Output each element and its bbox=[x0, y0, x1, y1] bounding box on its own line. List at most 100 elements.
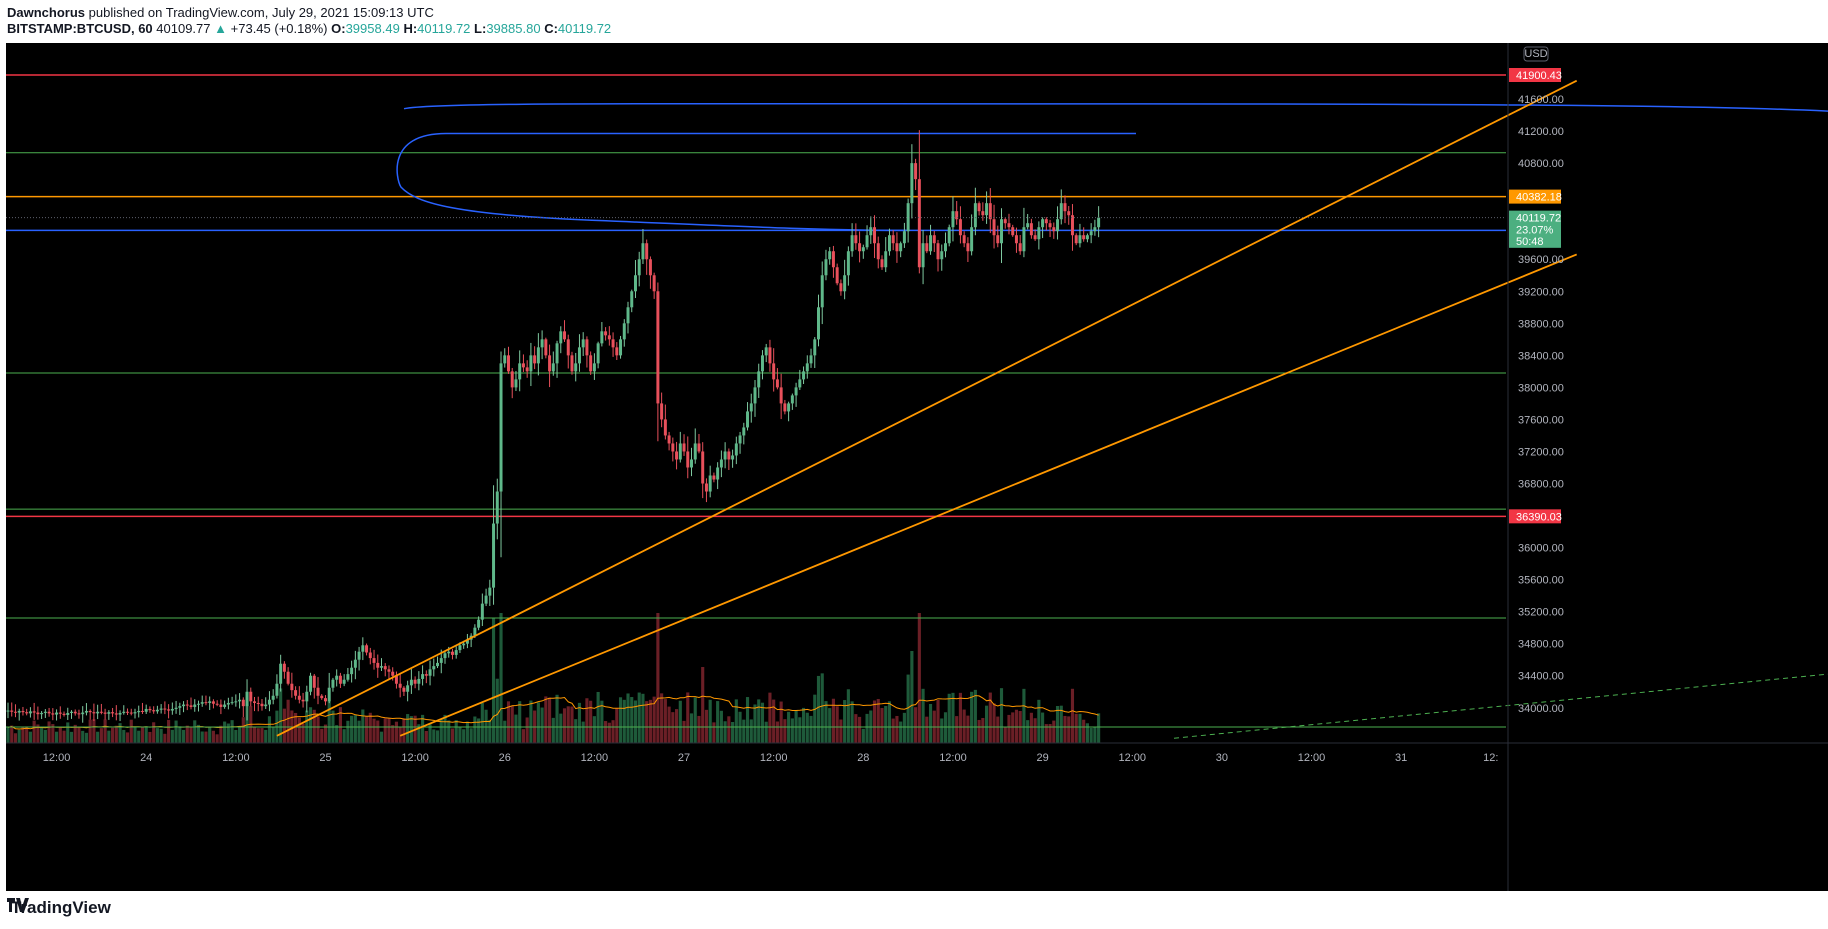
volume-bar bbox=[462, 729, 466, 743]
candle-body bbox=[1093, 227, 1097, 232]
volume-bar bbox=[622, 699, 626, 743]
volume-bar bbox=[406, 714, 410, 743]
volume-bar bbox=[697, 715, 701, 743]
candle-body bbox=[839, 283, 843, 292]
candle-body bbox=[828, 251, 832, 260]
candle-body bbox=[492, 523, 496, 588]
candle-body bbox=[13, 711, 17, 713]
candle-body bbox=[118, 712, 122, 715]
candle-body bbox=[129, 712, 133, 714]
candle-body bbox=[256, 702, 260, 704]
price-tag bbox=[1509, 222, 1561, 237]
volume-bar bbox=[514, 714, 518, 743]
candle-body bbox=[1063, 203, 1067, 212]
x-tick-label: 31 bbox=[1395, 752, 1407, 764]
volume-bar bbox=[559, 713, 563, 743]
candle-body bbox=[783, 403, 787, 412]
price-tag bbox=[1509, 233, 1561, 248]
volume-bar bbox=[208, 726, 212, 743]
volume-bar bbox=[155, 728, 159, 743]
candle-body bbox=[323, 698, 327, 702]
volume-bar bbox=[323, 724, 328, 743]
candle-body bbox=[211, 701, 215, 704]
candle-body bbox=[533, 355, 537, 364]
volume-bar bbox=[973, 689, 977, 743]
candle-body bbox=[820, 275, 824, 308]
volume-bar bbox=[477, 718, 481, 743]
candle-body bbox=[1067, 211, 1071, 216]
volume-bar bbox=[103, 719, 107, 743]
volume-bar bbox=[801, 707, 806, 743]
volume-bar bbox=[1070, 688, 1075, 743]
candle-body bbox=[518, 363, 522, 380]
candle-body bbox=[731, 455, 735, 460]
candle-body bbox=[365, 645, 369, 653]
volume-bar bbox=[880, 708, 884, 743]
volume-bar bbox=[544, 696, 548, 743]
volume-bar bbox=[872, 700, 877, 743]
candle-body bbox=[858, 243, 862, 252]
candle-body bbox=[921, 243, 925, 268]
candle-body bbox=[592, 363, 596, 372]
y-tick-label: 41200.00 bbox=[1518, 126, 1564, 138]
volume-bar bbox=[211, 730, 215, 743]
candle-body bbox=[678, 443, 682, 460]
volume-bar bbox=[943, 712, 948, 743]
candle-body bbox=[170, 708, 174, 711]
volume-bar bbox=[891, 718, 895, 743]
volume-bar bbox=[928, 703, 933, 743]
candle-body bbox=[1085, 235, 1089, 240]
candle-body bbox=[544, 339, 548, 356]
candle-body bbox=[454, 650, 458, 655]
volume-bar bbox=[865, 713, 869, 743]
candle-body bbox=[604, 331, 608, 336]
volume-bar bbox=[839, 719, 843, 743]
symbol-label[interactable]: BITSTAMP:BTCUSD, 60 bbox=[7, 21, 153, 36]
high-label: H: bbox=[403, 21, 418, 36]
x-tick-label: 12:00 bbox=[1118, 752, 1146, 764]
volume-bar bbox=[439, 719, 443, 743]
candle-body bbox=[805, 363, 809, 372]
candle-body bbox=[43, 711, 47, 713]
volume-bar bbox=[861, 728, 865, 743]
volume-bar bbox=[424, 730, 428, 743]
volume-bar bbox=[1089, 727, 1093, 743]
candle-body bbox=[357, 651, 361, 660]
volume-bar bbox=[376, 720, 380, 743]
volume-bar bbox=[43, 729, 47, 743]
candle-body bbox=[940, 251, 944, 260]
y-tick-label: 34400.00 bbox=[1518, 671, 1564, 683]
volume-bar bbox=[447, 720, 451, 743]
volume-bar bbox=[230, 720, 234, 743]
tradingview-brand[interactable]: TradingView bbox=[7, 898, 111, 918]
x-tick-label: 27 bbox=[678, 752, 690, 764]
volume-bar bbox=[417, 724, 421, 743]
volume-bar bbox=[626, 693, 630, 743]
candle-body bbox=[693, 443, 697, 460]
candle-body bbox=[148, 708, 152, 711]
candle-body bbox=[443, 653, 447, 659]
volume-bar bbox=[1093, 727, 1097, 743]
volume-bar bbox=[548, 697, 552, 743]
volume-bar bbox=[465, 721, 469, 743]
chart-pane[interactable]: 41600.00 41200.00 40800.00 39600.00 39200.00… bbox=[6, 43, 1828, 891]
volume-bar bbox=[234, 729, 238, 743]
publish-info: Dawnchorus published on TradingView.com,… bbox=[7, 5, 434, 20]
volume-bar bbox=[899, 721, 903, 743]
candle-body bbox=[1018, 243, 1022, 252]
candle-body bbox=[159, 708, 163, 710]
candle-body bbox=[32, 711, 36, 713]
projection-line bbox=[1173, 673, 1828, 739]
volume-bar bbox=[215, 734, 219, 743]
candle-body bbox=[887, 235, 891, 252]
price-tag-label: 23.07% bbox=[1516, 225, 1554, 237]
candle-body bbox=[450, 651, 454, 655]
candle-body bbox=[107, 712, 111, 714]
volume-bar bbox=[1037, 699, 1041, 743]
candle-body bbox=[488, 587, 492, 596]
candle-body bbox=[499, 363, 503, 492]
volume-bar bbox=[32, 720, 36, 743]
candle-body bbox=[189, 705, 193, 707]
price-chart[interactable]: 41600.00 41200.00 40800.00 39600.00 39200.00… bbox=[6, 43, 1828, 891]
author-name[interactable]: Dawnchorus bbox=[7, 5, 86, 20]
